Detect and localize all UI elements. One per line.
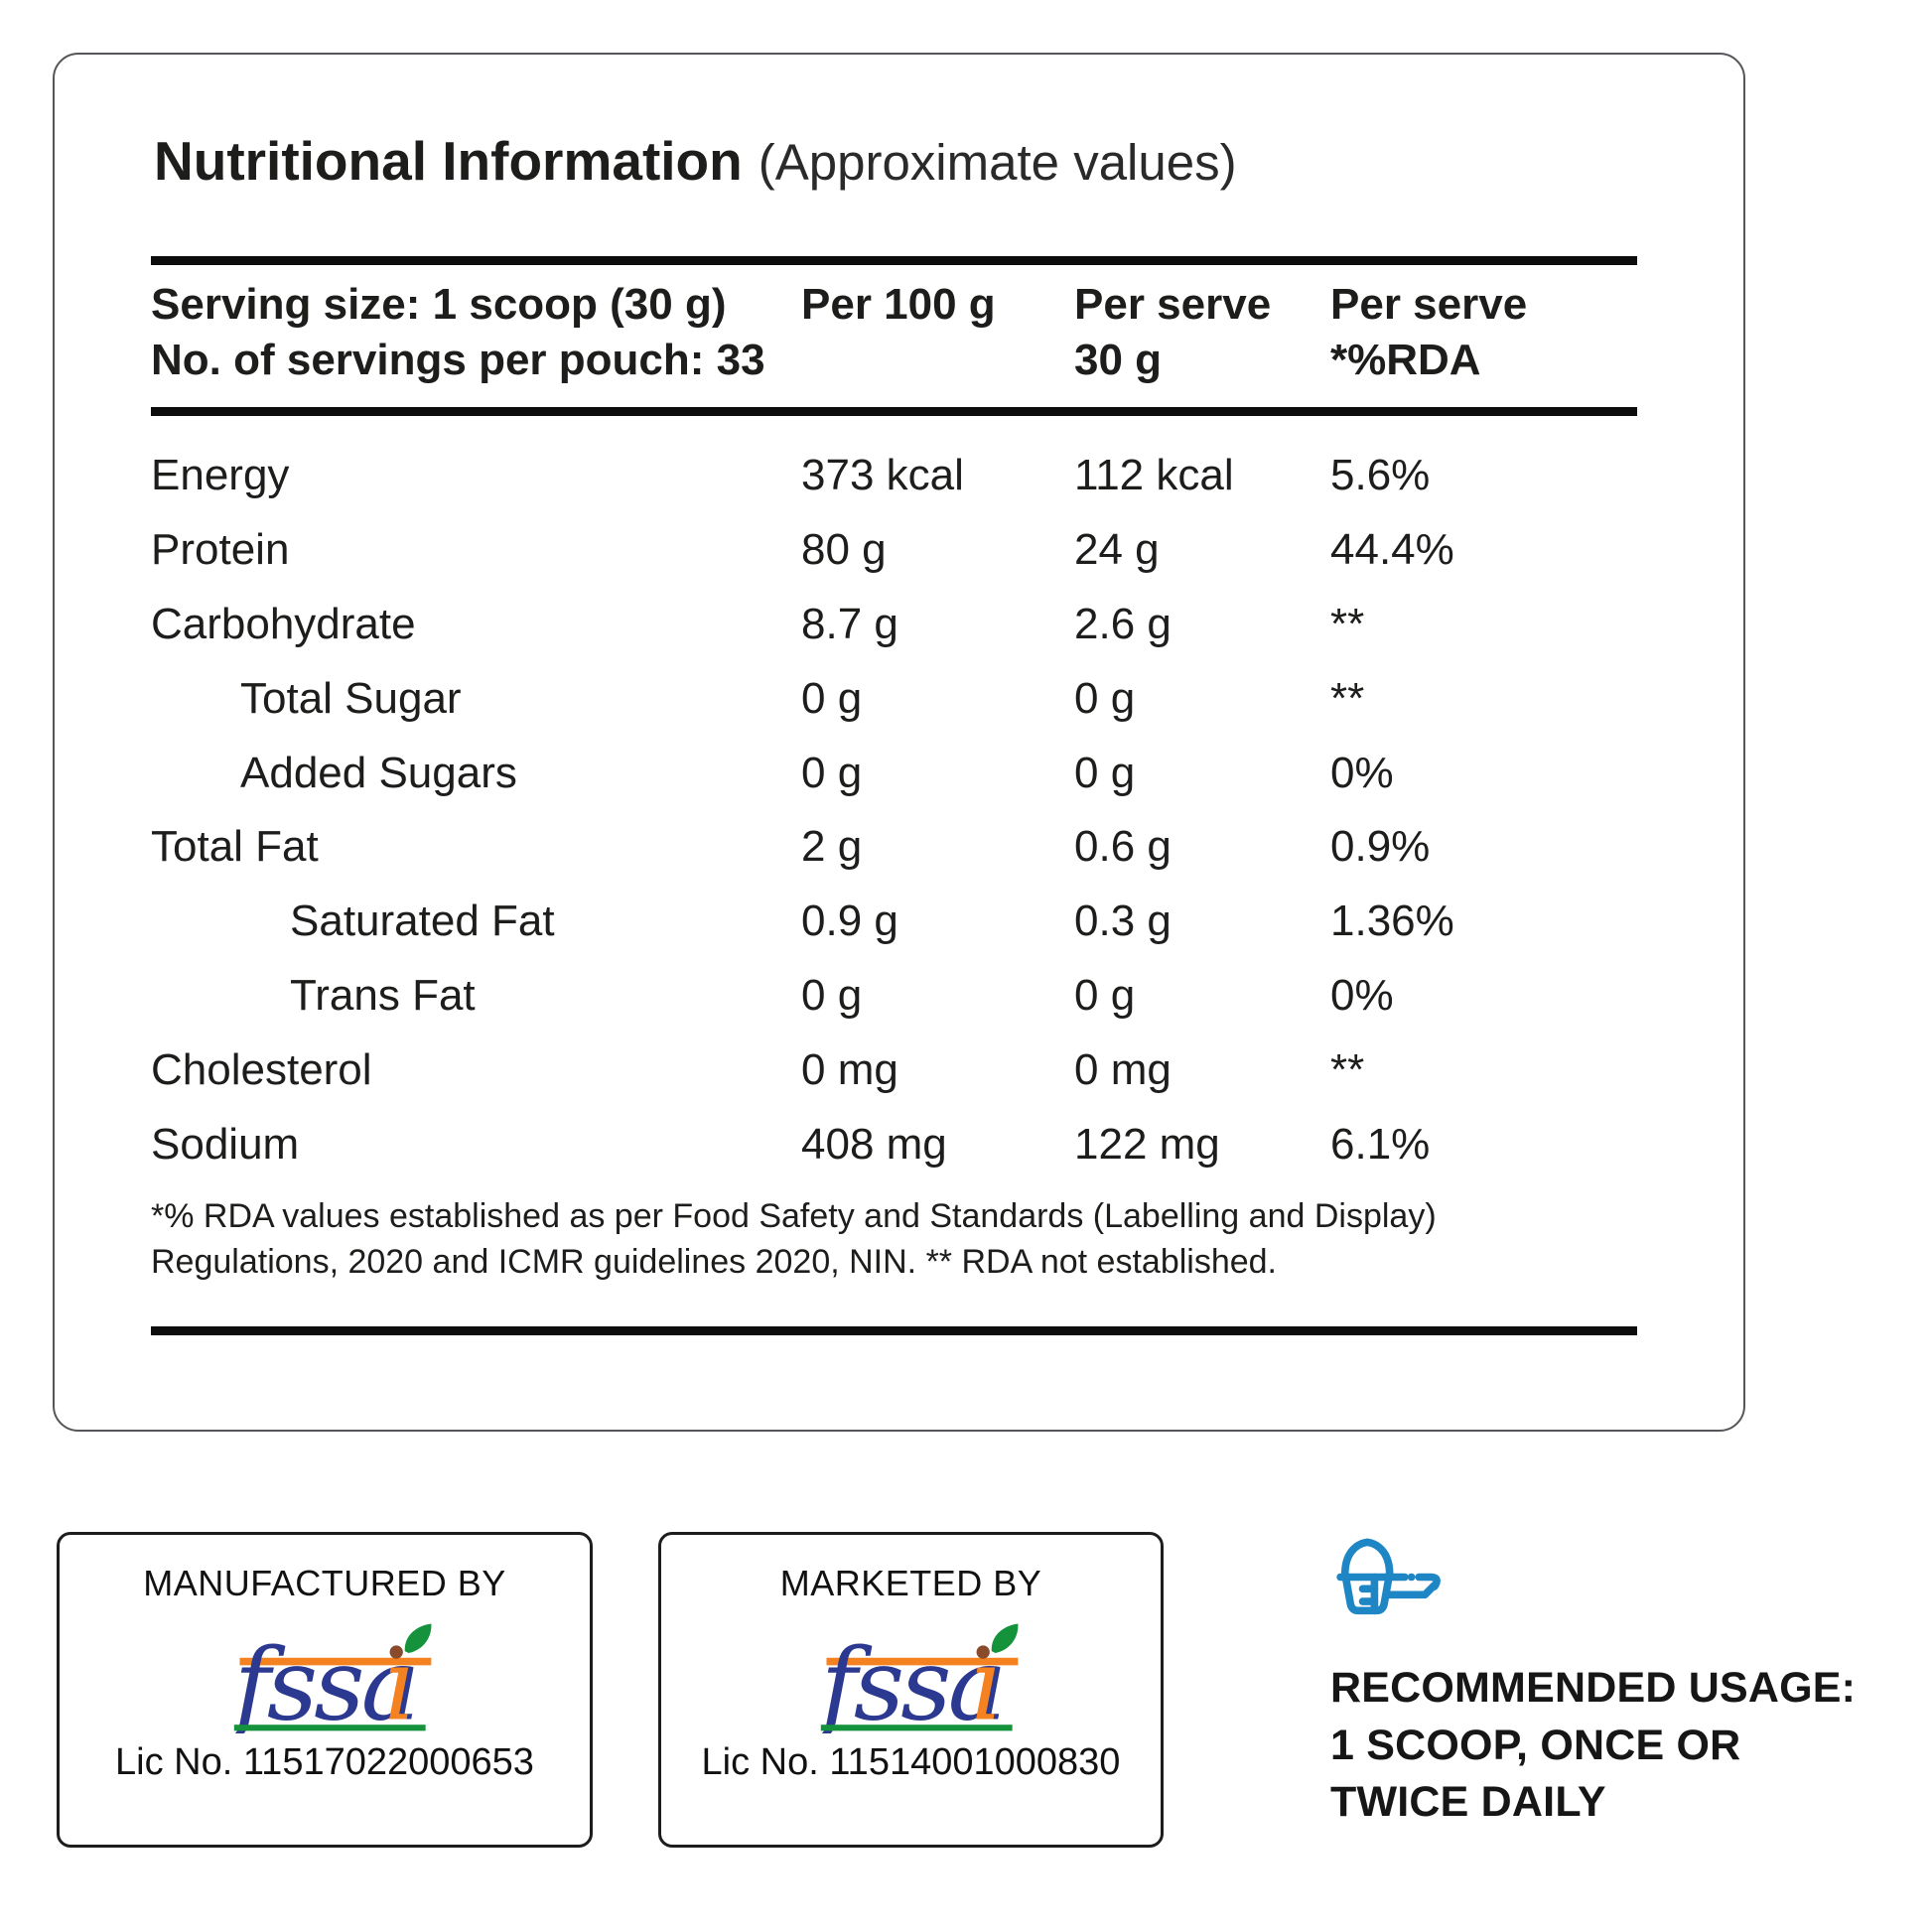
fssai-bar: [826, 1657, 1018, 1666]
usage-line3: TWICE DAILY: [1330, 1778, 1606, 1826]
title-text: Nutritional Information: [154, 130, 743, 192]
header-serving-cell: Serving size: 1 scoop (30 g) No. of serv…: [151, 277, 801, 388]
usage-line2: 1 SCOOP, ONCE OR: [1330, 1721, 1741, 1769]
fssai-logo: fssa ı: [227, 1623, 432, 1734]
table-row-saturated-fat: Saturated Fat 0.9 g 0.3 g 1.36%: [290, 897, 1454, 946]
rda-footnote: *% RDA values established as per Food Sa…: [151, 1193, 1660, 1285]
fssai-leaf-icon: [404, 1623, 432, 1653]
fssai-logo: fssa ı: [813, 1623, 1018, 1734]
fssai-text-main: fssa: [813, 1627, 1003, 1734]
fssai-underline: [233, 1725, 426, 1731]
table-row-carbohydrate: Carbohydrate 8.7 g 2.6 g **: [151, 599, 1365, 648]
usage-line1: RECOMMENDED USAGE:: [1330, 1664, 1857, 1712]
manufacturer-license-number: Lic No. 11517022000653: [115, 1741, 534, 1783]
table-header-row: Serving size: 1 scoop (30 g) No. of serv…: [151, 277, 1650, 388]
table-row-added-sugars: Added Sugars 0 g 0 g 0%: [240, 748, 1394, 797]
scoop-handle-bottom: [1382, 1582, 1439, 1599]
table-top-rule: [151, 256, 1637, 265]
title-suffix-text: (Approximate values): [758, 134, 1237, 191]
rda-footnote-line2: Regulations, 2020 and ICMR guidelines 20…: [151, 1243, 1278, 1281]
fssai-leaf-icon: [991, 1623, 1018, 1653]
table-row-energy: Energy 373 kcal 112 kcal 5.6%: [151, 451, 1431, 500]
table-row-cholesterol: Cholesterol 0 mg 0 mg **: [151, 1044, 1365, 1094]
table-row-trans-fat: Trans Fat 0 g 0 g 0%: [290, 970, 1394, 1020]
scoop-handle-dot: [1407, 1573, 1416, 1582]
fssai-dot: [389, 1645, 403, 1659]
fssai-bar: [239, 1657, 432, 1666]
table-bottom-rule: [151, 1326, 1637, 1335]
scoop-dome: [1340, 1538, 1394, 1578]
marketed-by-box: MARKETED BY fssa ı Lic No. 1151400100083…: [658, 1532, 1164, 1848]
fssai-dot: [976, 1645, 990, 1659]
nutrition-panel: Nutritional Information (Approximate valu…: [53, 53, 1745, 1432]
table-row-total-sugar: Total Sugar 0 g 0 g **: [240, 673, 1365, 723]
serving-size-text: Serving size: 1 scoop (30 g): [151, 280, 727, 329]
fssai-underline: [820, 1725, 1013, 1731]
table-row-total-fat: Total Fat 2 g 0.6 g 0.9%: [151, 822, 1431, 872]
table-row-protein: Protein 80 g 24 g 44.4%: [151, 525, 1454, 575]
page-title: Nutritional Information (Approximate valu…: [154, 129, 1237, 193]
scoop-cup: [1340, 1570, 1394, 1615]
header-per-serve-rda: Per serve *%RDA: [1330, 280, 1528, 384]
recommended-usage: RECOMMENDED USAGE: 1 SCOOP, ONCE OR TWIC…: [1330, 1660, 1856, 1832]
manufactured-by-box: MANUFACTURED BY fssa ı Lic No. 115170220…: [57, 1532, 593, 1848]
header-per-100g: Per 100 g: [801, 280, 996, 329]
table-header-bottom-rule: [151, 407, 1637, 416]
table-body: Energy 373 kcal 112 kcal 5.6% Protein 80…: [151, 439, 1650, 1181]
scoop-icon: [1336, 1538, 1441, 1615]
marketer-license-number: Lic No. 11514001000830: [701, 1741, 1121, 1783]
marketed-by-heading: MARKETED BY: [779, 1563, 1042, 1603]
rda-footnote-line1: *% RDA values established as per Food Sa…: [151, 1197, 1437, 1235]
table-row-sodium: Sodium 408 mg 122 mg 6.1%: [151, 1119, 1431, 1169]
manufactured-by-heading: MANUFACTURED BY: [143, 1563, 506, 1603]
header-per-serve: Per serve 30 g: [1074, 280, 1272, 384]
servings-per-pouch-text: No. of servings per pouch: 33: [151, 336, 765, 384]
fssai-text-main: fssa: [227, 1627, 417, 1734]
